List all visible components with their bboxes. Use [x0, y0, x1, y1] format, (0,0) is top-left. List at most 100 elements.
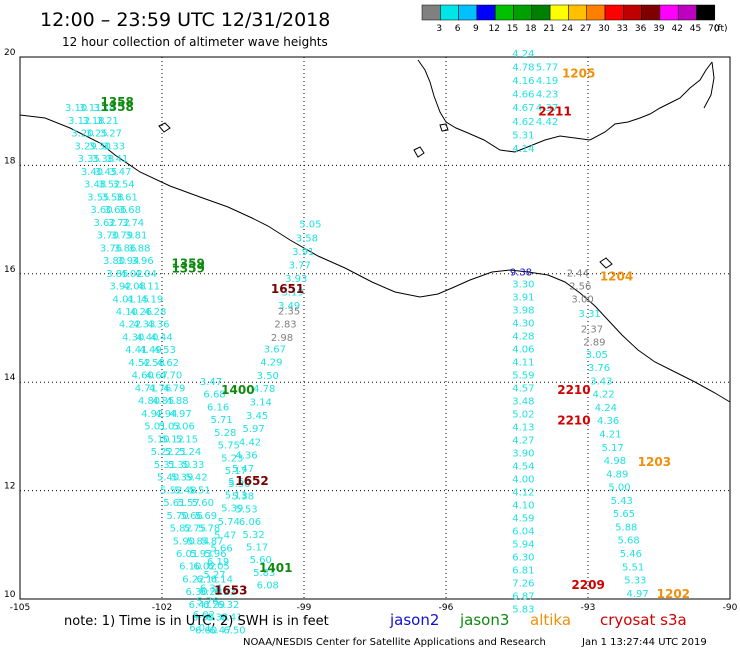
wave-height-value: 4.27	[512, 435, 534, 446]
wave-height-value: 6.32	[217, 600, 239, 611]
pass-time-label: 1401	[259, 561, 292, 575]
west-track-2: 3.11 3.18 3.253.30 3.38 3.45 3.523.58 3.66 3.72…	[79, 103, 231, 636]
wave-height-value: 6.23	[214, 587, 236, 598]
island-3	[439, 123, 449, 132]
wave-height-value: 5.94	[512, 540, 534, 551]
wave-height-value: 3.20	[71, 129, 93, 140]
wave-height-value: 5.28	[214, 428, 236, 439]
wave-height-value: 2.89	[583, 337, 605, 348]
wave-height-value: 3.12	[68, 116, 90, 127]
footer-note: note: 1) Time is in UTC; 2) SWH is in fe…	[64, 614, 329, 629]
wave-height-value: 5.47	[214, 530, 236, 541]
wave-height-value: 5.24	[179, 447, 201, 458]
longitude-tick-label: -96	[439, 603, 454, 613]
wave-height-value: 5.47	[232, 464, 254, 475]
wave-height-value: 4.04	[135, 269, 157, 280]
scale-bin-label: 6	[455, 24, 461, 34]
wave-height-value: 4.85	[152, 396, 174, 407]
latitude-tick-label: 16	[4, 265, 16, 275]
wave-height-value: 4.71	[135, 383, 157, 394]
wave-height-value: 4.24	[595, 403, 617, 414]
scale-swatch	[659, 4, 679, 21]
central-west-lower: 3.47 6.686.16 5.71 5.28 5.755.23 5.17 5.30 5.38…	[200, 377, 279, 592]
wave-height-value: 5.33	[624, 576, 646, 587]
scale-bin-label: 9	[473, 24, 479, 34]
wave-height-value: 3.79	[111, 231, 133, 242]
wave-height-value: 4.76	[149, 383, 171, 394]
wave-height-value: 4.30	[512, 318, 534, 329]
wave-height-value: 4.98	[604, 456, 626, 467]
wave-height-value: 3.58	[296, 233, 318, 244]
scale-bin-label: 21	[543, 24, 554, 34]
wave-height-value: 4.88	[166, 396, 188, 407]
scale-swatch	[623, 4, 642, 21]
wave-height-value: 6.05	[208, 562, 230, 573]
central-west-right: 5.05 3.58 3.91 3.77 3.93 3.19 3.49	[278, 220, 322, 312]
wave-height-value: 3.40	[81, 167, 103, 178]
island-4	[599, 257, 613, 269]
wave-height-value: 5.93	[190, 549, 212, 560]
wave-height-value: 3.31	[579, 309, 601, 320]
longitude-tick-label: -90	[723, 603, 738, 613]
wave-height-value: 5.75	[218, 441, 240, 452]
wave-height-value: 6.30	[512, 553, 534, 564]
scale-swatch	[549, 4, 569, 21]
east-right: 3.31	[579, 309, 601, 320]
wave-height-value: 4.15	[127, 294, 149, 305]
wave-height-value: 6.41	[220, 613, 242, 624]
wave-height-value: 3.35	[78, 154, 100, 165]
wave-height-value: 5.77	[536, 63, 558, 74]
wave-height-value: 6.38	[206, 613, 228, 624]
wave-height-value: 3.91	[292, 247, 314, 258]
wave-height-value: 3.19	[282, 287, 304, 298]
wave-height-value: 5.52	[160, 485, 182, 496]
wave-height-value: 3.54	[112, 180, 134, 191]
wave-height-value: 2.35	[278, 306, 300, 317]
scale-unit-label: (ft)	[714, 24, 728, 34]
wave-height-value: 2.83	[274, 320, 296, 331]
wave-height-value: 4.59	[512, 513, 534, 524]
wave-height-value: 4.58	[143, 358, 165, 369]
wave-height-value: 5.66	[181, 511, 203, 522]
wave-height-value: 4.13	[512, 422, 534, 433]
scale-swatch	[494, 4, 514, 21]
wave-height-value: 6.16	[207, 402, 229, 413]
wave-height-value: 4.62	[512, 117, 534, 128]
wave-height-value: 4.11	[138, 282, 160, 293]
wave-height-value: 6.22	[182, 574, 204, 585]
pass-time-label: 2210	[557, 383, 590, 397]
wave-height-value: 4.19	[141, 294, 163, 305]
wave-height-value: 5.39	[221, 504, 243, 515]
wave-height-value: 4.60	[132, 371, 154, 382]
wave-height-value: 6.08	[257, 581, 279, 592]
page-title: 12:00 – 23:59 UTC 12/31/2018	[40, 9, 330, 31]
latitude-tick-label: 18	[4, 156, 16, 166]
wave-height-value: 5.88	[615, 522, 637, 533]
wave-height-value: 4.36	[235, 451, 257, 462]
wave-height-value: 5.42	[185, 473, 207, 484]
latitude-tick-label: 10	[4, 590, 16, 600]
wave-height-value: 2.98	[271, 333, 293, 344]
wave-height-value: 5.22	[151, 447, 173, 458]
scale-bin-label: 18	[525, 24, 537, 34]
wave-height-value: 5.46	[620, 549, 642, 560]
wave-height-value: 4.42	[536, 117, 558, 128]
wave-height-value: 4.33	[133, 320, 155, 331]
wave-height-value: 4.36	[147, 320, 169, 331]
wave-height-value: 5.66	[211, 544, 233, 555]
wave-height-value: 4.92	[141, 409, 163, 420]
east-gray: 2.44 2.56 3.00	[567, 269, 594, 306]
wave-height-value: 3.00	[571, 295, 593, 306]
wave-height-value: 5.23	[221, 453, 243, 464]
wave-height-value: 5.71	[211, 415, 233, 426]
wave-height-value: 5.15	[176, 434, 198, 445]
wave-height-value: 5.17	[602, 443, 624, 454]
legend-entry-altika: altika	[530, 611, 571, 629]
wave-height-value: 4.10	[116, 307, 138, 318]
central-west-right-lower: 3.67 4.29 3.50 4.78 3.14 3.45 5.97 4.42 4.36 5.47…	[189, 344, 286, 634]
wave-height-value: 4.78	[512, 63, 534, 74]
wave-height-value: 5.31	[154, 460, 176, 471]
wave-height-value: 3.55	[87, 192, 109, 203]
altimeter-tracks: 3.103.123.203.293.353.403.483.553.603.62…	[65, 49, 649, 636]
